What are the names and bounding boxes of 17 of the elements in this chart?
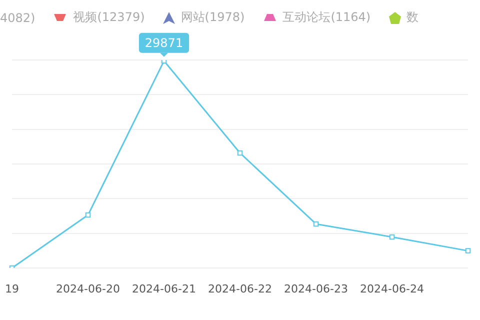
point [389,234,395,240]
x-tick-label: 2024-06-24 [360,282,424,296]
x-tick-label: 2024-06-21 [132,282,196,296]
data-label: 29871 [144,36,184,50]
text: 视频(12379) [73,9,145,26]
x-tick-label: 19 [5,282,19,296]
point [465,248,471,254]
x-tick-label: 2024-06-22 [208,282,272,296]
point [313,221,319,227]
text: 互动论坛(1164) [282,9,371,26]
text: 4082) [0,10,36,24]
x-tick-label: 2024-06-23 [284,282,348,296]
x-tick-label: 2024-06-20 [56,282,120,296]
point [85,212,91,218]
text: 数 [406,9,419,26]
text: 网站(1978) [180,9,245,26]
point [237,150,243,156]
